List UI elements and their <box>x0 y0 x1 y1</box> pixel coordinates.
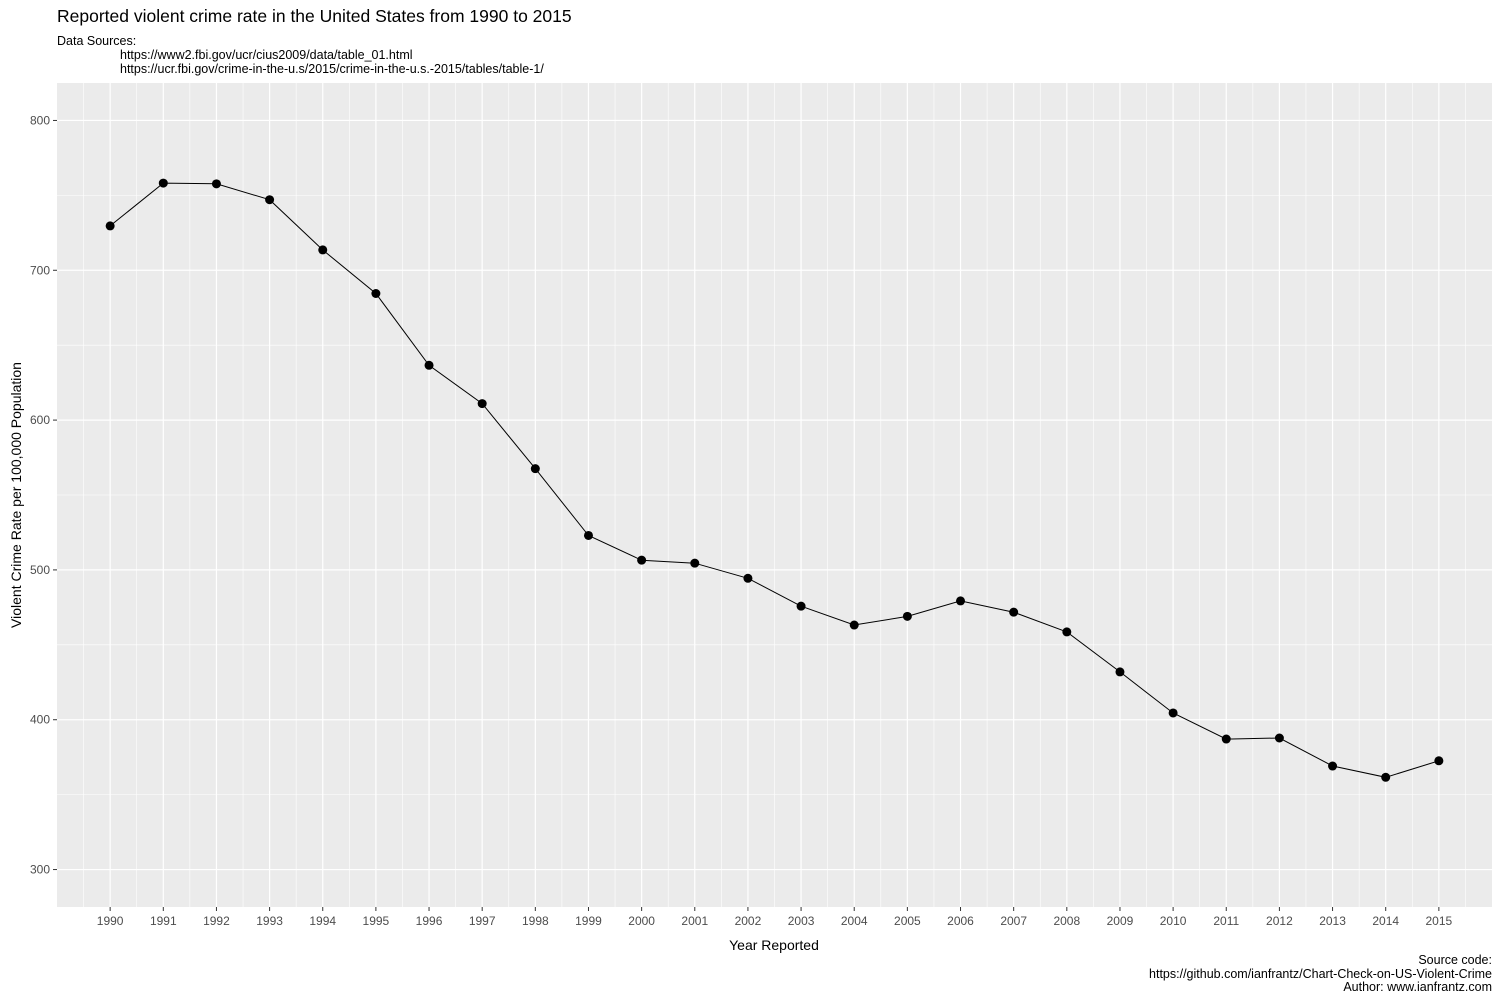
data-point <box>211 179 221 189</box>
x-tick-label: 1995 <box>363 914 390 928</box>
y-tick-label: 400 <box>30 713 50 727</box>
data-point <box>318 245 328 255</box>
data-point <box>690 558 700 568</box>
data-point <box>1168 708 1178 718</box>
data-point <box>583 530 593 540</box>
y-tick-label: 600 <box>30 413 50 427</box>
data-point <box>902 611 912 621</box>
x-tick-label: 2006 <box>947 914 974 928</box>
data-point <box>158 178 168 188</box>
x-tick-label: 1992 <box>203 914 230 928</box>
data-point <box>1062 627 1072 637</box>
data-point <box>1009 607 1019 617</box>
x-tick-label: 2008 <box>1053 914 1080 928</box>
chart-title: Reported violent crime rate in the Unite… <box>57 6 572 26</box>
x-tick-label: 1994 <box>309 914 336 928</box>
x-tick-label: 2015 <box>1426 914 1453 928</box>
data-point <box>1274 733 1284 743</box>
data-point <box>637 555 647 565</box>
x-tick-label: 2005 <box>894 914 921 928</box>
data-point <box>424 360 434 370</box>
data-point <box>743 573 753 583</box>
data-point <box>849 620 859 630</box>
x-tick-label: 2009 <box>1107 914 1134 928</box>
x-tick-label: 1991 <box>150 914 177 928</box>
x-tick-label: 2002 <box>735 914 762 928</box>
data-point <box>956 596 966 606</box>
data-point <box>796 601 806 611</box>
x-tick-label: 2007 <box>1000 914 1027 928</box>
data-point <box>1328 761 1338 771</box>
y-tick-label: 800 <box>30 113 50 127</box>
x-tick-label: 1998 <box>522 914 549 928</box>
data-point <box>1115 667 1125 677</box>
x-tick-label: 1997 <box>469 914 496 928</box>
x-tick-label: 2013 <box>1319 914 1346 928</box>
data-source-link-1: https://www2.fbi.gov/ucr/cius2009/data/t… <box>120 48 413 62</box>
x-tick-label: 2003 <box>788 914 815 928</box>
data-sources-label: Data Sources: <box>57 34 137 48</box>
data-point <box>1221 734 1231 744</box>
caption-source-url: https://github.com/ianfrantz/Chart-Check… <box>1149 966 1492 981</box>
y-axis-label: Violent Crime Rate per 100,000 Populatio… <box>8 362 24 628</box>
x-tick-label: 1990 <box>97 914 124 928</box>
data-point <box>265 195 275 205</box>
series-line <box>109 182 1440 778</box>
data-source-link-2: https://ucr.fbi.gov/crime-in-the-u.s/201… <box>120 62 544 76</box>
x-axis-label: Year Reported <box>729 937 819 953</box>
caption-source-label: Source code: <box>1418 953 1492 967</box>
x-tick-label: 1993 <box>256 914 283 928</box>
chart-subtitle: Data Sources: https://www2.fbi.gov/ucr/c… <box>57 34 544 76</box>
x-tick-label: 2000 <box>628 914 655 928</box>
chart-caption: Source code: https://github.com/ianfrant… <box>1149 953 1492 995</box>
y-tick-label: 500 <box>30 563 50 577</box>
x-tick-label: 2011 <box>1213 914 1239 928</box>
caption-author: Author: www.ianfrantz.com <box>1343 980 1492 994</box>
x-tick-label: 1999 <box>575 914 602 928</box>
data-point <box>1381 772 1391 782</box>
data-point <box>105 221 115 231</box>
x-tick-label: 2010 <box>1160 914 1187 928</box>
x-tick-label: 2012 <box>1266 914 1293 928</box>
data-point <box>530 464 540 474</box>
x-tick-label: 2001 <box>681 914 708 928</box>
x-tick-label: 2014 <box>1372 914 1399 928</box>
data-point <box>477 399 487 409</box>
y-tick-label: 300 <box>30 863 50 877</box>
x-tick-label: 2004 <box>841 914 868 928</box>
y-tick-label: 700 <box>30 263 50 277</box>
data-point <box>371 288 381 298</box>
x-tick-label: 1996 <box>416 914 443 928</box>
data-point <box>1434 756 1444 766</box>
